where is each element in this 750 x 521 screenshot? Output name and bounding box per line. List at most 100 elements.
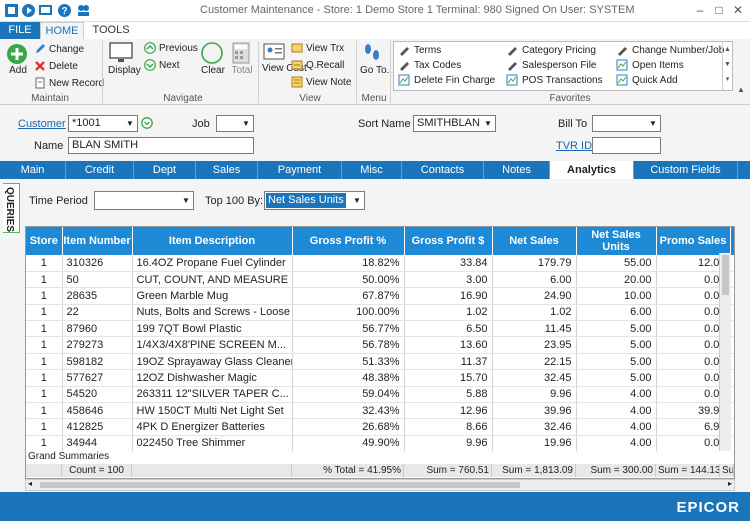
time-period-select[interactable]: ▼ (94, 191, 194, 210)
delete-button[interactable]: Delete (34, 60, 78, 72)
table-cell (730, 304, 734, 322)
column-header[interactable]: Store (26, 227, 63, 255)
terminal-icon[interactable] (38, 3, 53, 18)
clear-button[interactable]: Clear (200, 41, 226, 76)
chevron-down-icon[interactable]: ▼ (353, 196, 361, 205)
tab-main[interactable]: Main (0, 161, 66, 179)
table-row[interactable]: 1 577627 12OZ Dishwasher Magic 48.38% 15.70 3… (26, 369, 734, 387)
chevron-down-icon[interactable]: ▼ (126, 119, 134, 128)
new-record-button[interactable]: New Record (34, 77, 104, 89)
column-header[interactable]: Item Number (62, 227, 133, 255)
q-recall-button[interactable]: Q.Recall (291, 59, 344, 71)
table-row[interactable]: 1 28635 Green Marble Mug 67.87% 16.90 24.90 10… (26, 287, 734, 305)
table-row[interactable]: 1 34944 022450 Tree Shimmer 49.90% 9.96 19.96… (26, 435, 734, 453)
queries-side-tab[interactable]: QUERIES (3, 183, 20, 233)
bill-to-field[interactable]: ▼ (592, 115, 661, 132)
favorite-salesperson-file[interactable]: Salesperson File (506, 59, 596, 71)
table-cell: 1 (26, 386, 63, 404)
tab-file[interactable]: FILE (0, 22, 40, 39)
tab-contacts[interactable]: Contacts (402, 161, 484, 179)
tab-notes[interactable]: Notes (484, 161, 550, 179)
top100-select[interactable]: Net Sales Units ▼ (264, 191, 365, 210)
tab-misc[interactable]: Misc (342, 161, 402, 179)
close-icon[interactable]: ✕ (732, 3, 744, 17)
table-cell: 4PK D Energizer Batteries (132, 418, 293, 436)
table-row[interactable]: 1 279273 1/4X3/4X8'PINE SCREEN M... 56.78% 1… (26, 336, 734, 354)
tab-payment[interactable]: Payment (258, 161, 342, 179)
favorite-open-items[interactable]: Open Items (616, 59, 684, 71)
favorite-pos-transactions[interactable]: POS Transactions (506, 74, 603, 86)
wrench-icon (400, 62, 409, 71)
favorites-scrollbar[interactable]: ▲ ▼ ▾ (722, 42, 732, 90)
favorite-terms[interactable]: Terms (398, 44, 441, 56)
table-row[interactable]: 1 22 Nuts, Bolts and Screws - Loose 100.00%… (26, 304, 734, 322)
display-button[interactable]: Display (108, 41, 141, 76)
table-row[interactable]: 1 310326 16.4OZ Propane Fuel Cylinder 18.82… (26, 255, 734, 272)
scrollbar-thumb[interactable] (40, 482, 520, 488)
grid-horizontal-scrollbar[interactable]: ◂ ▸ (25, 479, 735, 491)
table-row[interactable]: 1 458646 HW 150CT Multi Net Light Set 32.43… (26, 402, 734, 420)
tab-dept[interactable]: Dept (134, 161, 196, 179)
table-row[interactable]: 1 50 CUT, COUNT, AND MEASURE 50.00% 3.00 6.00… (26, 271, 734, 289)
scroll-left-icon[interactable]: ◂ (28, 479, 33, 488)
favorite-quick-add[interactable]: Quick Add (616, 74, 678, 86)
maximize-icon[interactable]: □ (715, 3, 723, 17)
chevron-down-icon[interactable]: ▼ (182, 196, 190, 205)
collapse-ribbon-icon[interactable]: ▲ (737, 85, 745, 94)
sort-name-field[interactable]: SMITHBLAN ▼ (413, 115, 496, 132)
view-cust-button[interactable]: View Cust (262, 41, 307, 74)
view-trx-button[interactable]: View Trx (291, 42, 344, 54)
column-header[interactable]: Net Sales Units (576, 227, 657, 255)
table-cell (730, 271, 734, 289)
tab-analytics[interactable]: Analytics (550, 161, 634, 179)
column-header[interactable]: Gross Profit % (292, 227, 405, 255)
column-header[interactable]: Net Sales (492, 227, 577, 255)
chevron-down-icon[interactable]: ▼ (649, 119, 657, 128)
favorite-delete-fin-charge[interactable]: Delete Fin Charge (398, 74, 495, 86)
tab-home[interactable]: HOME (40, 22, 84, 39)
summary-cell (26, 464, 62, 477)
chevron-down-icon[interactable]: ▼ (242, 119, 250, 128)
view-note-button[interactable]: View Note (291, 76, 351, 88)
scroll-right-icon[interactable]: ▸ (727, 479, 732, 488)
next-button[interactable]: Next (144, 59, 180, 71)
tvr-id-link[interactable]: TVR ID (556, 140, 593, 152)
customer-link[interactable]: Customer (18, 118, 66, 130)
table-row[interactable]: 1 87960 199 7QT Bowl Plastic 56.77% 6.50 11.4… (26, 320, 734, 338)
column-header[interactable]: Promo Sales (656, 227, 731, 255)
previous-button[interactable]: Previous (144, 42, 198, 54)
change-button[interactable]: Change (34, 43, 84, 55)
grid-vertical-scrollbar[interactable] (719, 253, 731, 465)
add-button[interactable]: Add (6, 43, 30, 76)
users-icon[interactable] (76, 3, 91, 18)
job-field[interactable]: ▼ (216, 115, 254, 132)
table-cell: 310326 (62, 255, 133, 272)
summary-label: Grand Summaries (28, 451, 110, 462)
help-icon[interactable]: ? (57, 3, 72, 18)
name-field[interactable]: BLAN SMITH (68, 137, 254, 154)
tab-custom-fields[interactable]: Custom Fields (634, 161, 738, 179)
minimize-icon[interactable]: – (696, 3, 704, 17)
go-to-button[interactable]: Go To... (360, 41, 395, 76)
column-header[interactable]: Item Description (132, 227, 293, 255)
table-row[interactable]: 1 598182 19OZ Sprayaway Glass Cleaner 51.33… (26, 353, 734, 371)
column-header[interactable]: Gross Profit $ (404, 227, 493, 255)
total-button[interactable]: Total (230, 41, 254, 76)
customer-lookup-icon[interactable] (141, 117, 153, 129)
favorite-tax-codes[interactable]: Tax Codes (398, 59, 461, 71)
tvr-id-field[interactable] (592, 137, 661, 154)
table-row[interactable]: 1 412825 4PK D Energizer Batteries 26.68% 8.… (26, 418, 734, 436)
favorite-category-pricing[interactable]: Category Pricing (506, 44, 596, 56)
play-icon[interactable] (21, 3, 36, 18)
tab-tools[interactable]: TOOLS (92, 24, 130, 36)
column-header[interactable]: P (730, 227, 734, 255)
scrollbar-thumb[interactable] (722, 255, 729, 295)
chevron-down-icon[interactable]: ▼ (484, 119, 492, 128)
table-cell: 6.00 (492, 271, 577, 289)
favorite-change-number-job[interactable]: Change Number/Job (616, 44, 724, 56)
table-row[interactable]: 1 54520 263311 12"SILVER TAPER C... 59.04% 5… (26, 386, 734, 404)
tab-sales[interactable]: Sales (196, 161, 258, 179)
customer-field[interactable]: *1001 ▼ (68, 115, 138, 132)
tab-credit[interactable]: Credit (66, 161, 134, 179)
calculator-icon (232, 42, 250, 64)
